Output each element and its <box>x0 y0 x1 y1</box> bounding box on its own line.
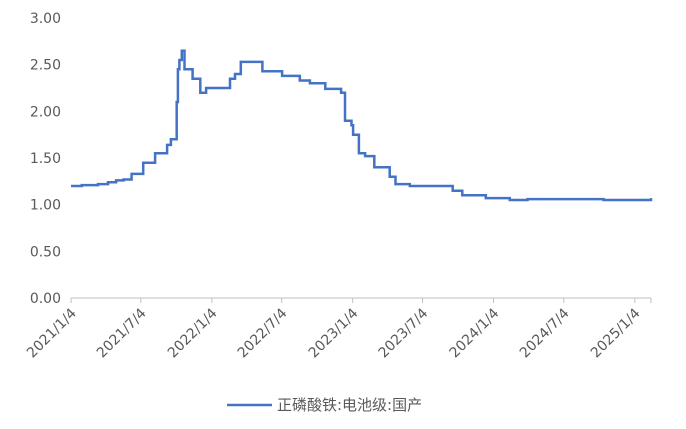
x-tick-label: 2022/1/4 <box>165 305 221 361</box>
y-tick-label: 2.50 <box>30 58 61 74</box>
legend: 正磷酸铁:电池级:国产 <box>227 396 422 414</box>
x-tick-label: 2024/7/4 <box>517 305 573 361</box>
x-tick-label: 2023/1/4 <box>306 305 362 361</box>
x-tick-label: 2022/7/4 <box>235 305 291 361</box>
y-tick-label: 0.50 <box>30 244 61 260</box>
x-axis-ticks: 2021/1/4 2021/7/4 2022/1/4 2022/7/4 2023/1/4… <box>24 298 652 361</box>
x-tick-label: 2024/1/4 <box>447 305 503 361</box>
y-axis-ticks: 0.00 0.50 1.00 1.50 2.00 2.50 3.00 <box>30 11 61 307</box>
x-tick-label: 2021/7/4 <box>94 305 150 361</box>
y-tick-label: 1.00 <box>30 198 61 214</box>
series-line <box>71 49 653 202</box>
x-tick-label: 2021/1/4 <box>24 305 80 361</box>
y-tick-label: 2.00 <box>30 104 61 120</box>
x-tick-label: 2025/1/4 <box>588 305 644 361</box>
y-tick-label: 1.50 <box>30 151 61 167</box>
y-tick-label: 3.00 <box>30 11 61 27</box>
y-tick-label: 0.00 <box>30 291 61 307</box>
x-tick-label: 2023/7/4 <box>376 305 432 361</box>
legend-label: 正磷酸铁:电池级:国产 <box>277 396 422 414</box>
